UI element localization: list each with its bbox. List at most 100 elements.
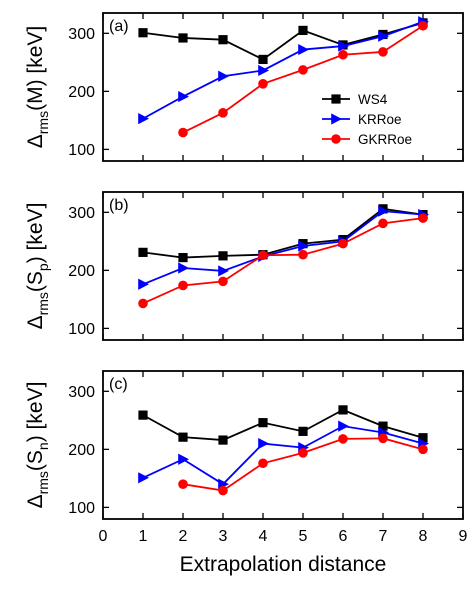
data-point xyxy=(218,265,229,277)
data-point xyxy=(418,433,428,443)
series-gkrroe xyxy=(138,213,428,309)
y-tick-label: 100 xyxy=(68,142,95,159)
data-point xyxy=(138,28,148,38)
data-point xyxy=(178,432,188,442)
data-point xyxy=(178,252,188,263)
data-point xyxy=(218,276,228,287)
series-line xyxy=(142,425,424,486)
data-point xyxy=(298,65,308,75)
x-axis-label: Extrapolation distance xyxy=(180,553,387,576)
legend-label: KRRoe xyxy=(358,112,402,127)
panel-label: (c) xyxy=(109,376,128,393)
data-point xyxy=(178,479,188,489)
data-point xyxy=(338,434,348,444)
x-tick-label: 1 xyxy=(139,528,148,545)
data-point xyxy=(258,418,268,428)
series-line xyxy=(142,408,424,441)
panel-label: (a) xyxy=(109,18,129,35)
data-point xyxy=(138,298,148,309)
y-tick-label: 200 xyxy=(68,263,95,280)
legend-marker xyxy=(331,113,342,125)
data-point xyxy=(258,437,269,450)
series-line xyxy=(142,217,424,305)
x-tick-label: 9 xyxy=(459,528,468,545)
plot-frame xyxy=(102,191,464,341)
data-point xyxy=(218,70,229,82)
data-point xyxy=(338,40,349,52)
data-point xyxy=(138,113,149,125)
x-tick-label: 2 xyxy=(179,528,188,545)
data-point xyxy=(178,33,188,43)
x-tick-label: 4 xyxy=(259,528,268,545)
data-point xyxy=(258,64,269,77)
data-point xyxy=(218,35,228,45)
data-point xyxy=(218,485,228,496)
panel-3: 100 200 300 0 1 2 3 4 5 6 7 8 9 Extrapolation distanc… xyxy=(24,370,468,576)
data-point xyxy=(298,249,308,260)
y-tick-label: 100 xyxy=(68,321,95,338)
series-gkrroe xyxy=(178,433,428,496)
data-point xyxy=(178,262,189,274)
data-point xyxy=(218,251,228,261)
data-point xyxy=(138,247,148,257)
y-tick-label: 300 xyxy=(68,384,95,401)
legend-label: WS4 xyxy=(358,92,388,107)
x-tick-label: 6 xyxy=(339,528,348,545)
series-krroe xyxy=(138,420,429,490)
series-ws4 xyxy=(138,18,428,65)
data-point xyxy=(218,108,228,118)
x-tick-label: 8 xyxy=(419,528,428,545)
y-tick-label: 300 xyxy=(68,205,95,222)
data-point xyxy=(178,453,189,465)
series-line xyxy=(142,207,424,259)
legend: WS4 KRRoe GKRRoe xyxy=(322,92,412,147)
legend-label: GKRRoe xyxy=(358,132,412,147)
data-point xyxy=(258,79,268,89)
data-point xyxy=(418,213,428,223)
series-krroe xyxy=(138,205,429,290)
data-point xyxy=(378,421,388,431)
y-axis-label: Δrms(M) [keV] xyxy=(24,26,51,149)
data-point xyxy=(258,458,268,469)
x-tick-label: 7 xyxy=(379,528,388,545)
plot-frame xyxy=(102,370,464,520)
series-line xyxy=(142,210,424,286)
y-tick-label: 200 xyxy=(68,84,95,101)
data-point xyxy=(338,49,348,60)
legend-marker xyxy=(331,134,341,144)
data-point xyxy=(178,90,189,103)
panel-2: 100 200 300 (b) Δrms(Sp) [keV] xyxy=(24,191,464,341)
series-line xyxy=(142,22,424,61)
data-point xyxy=(258,54,268,65)
data-point xyxy=(418,444,428,455)
data-point xyxy=(218,435,228,445)
data-point xyxy=(378,433,388,444)
series-line xyxy=(142,20,424,120)
data-point xyxy=(138,278,149,290)
y-axis-label: Δrms(Sn) [keV] xyxy=(24,382,51,509)
data-point xyxy=(378,205,389,217)
series-ws4 xyxy=(138,405,428,445)
y-tick-label: 100 xyxy=(68,500,95,517)
data-point xyxy=(298,448,308,458)
data-point xyxy=(298,426,308,436)
data-point xyxy=(338,420,349,432)
data-point xyxy=(378,30,389,42)
data-point xyxy=(378,218,388,229)
data-point xyxy=(338,238,348,249)
panel-1: 100 200 300 (a) Δrms(M) [keV] WS4 KRRoe GKRRoe xyxy=(24,12,464,162)
data-point xyxy=(258,250,268,261)
x-tick-label: 3 xyxy=(219,528,228,545)
data-point xyxy=(298,25,308,36)
plot-frame xyxy=(102,12,464,162)
data-point xyxy=(178,280,188,291)
series-gkrroe xyxy=(178,20,428,138)
panel-label: (b) xyxy=(109,197,129,214)
data-point xyxy=(138,410,148,420)
data-point xyxy=(378,47,388,57)
series-krroe xyxy=(138,16,429,125)
data-point xyxy=(138,472,149,484)
data-point xyxy=(298,43,309,56)
data-point xyxy=(418,20,428,31)
